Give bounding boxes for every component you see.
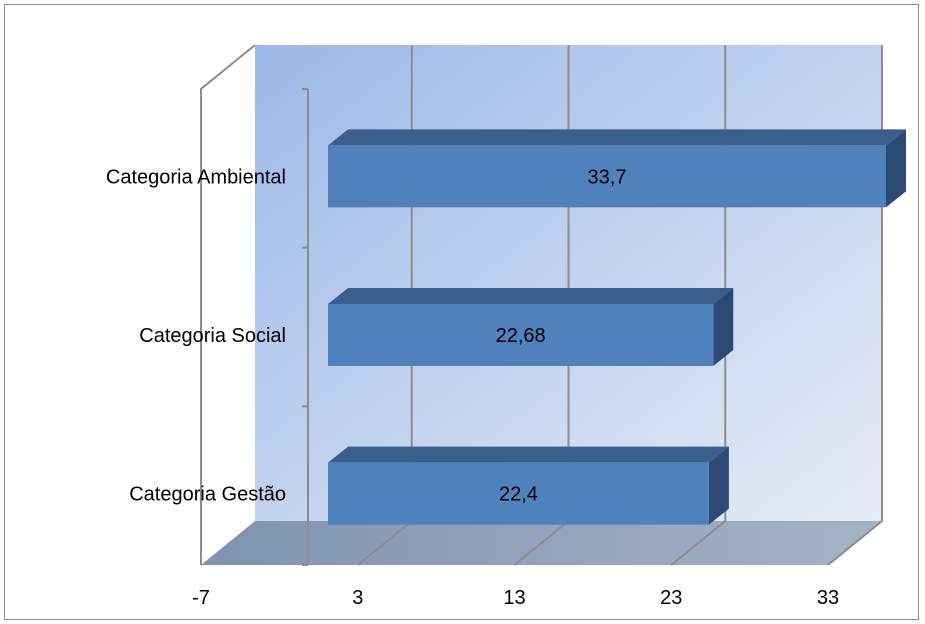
bar-side-face	[708, 446, 729, 525]
bar-front-face	[328, 145, 886, 208]
bar-data-label: 33,7	[588, 166, 627, 188]
x-tick-label: 23	[660, 587, 682, 609]
category-label: Categoria Social	[139, 325, 286, 347]
bar-side-face	[885, 129, 906, 208]
category-label: Categoria Gestão	[129, 484, 286, 506]
category-label: Categoria Ambiental	[106, 166, 286, 188]
bar-top-face	[328, 129, 906, 146]
x-tick-label: 13	[503, 587, 525, 609]
bar-top-face	[328, 446, 729, 463]
x-tick-label: 33	[817, 587, 839, 609]
bar-1: 22,4	[328, 446, 729, 525]
bar-3: 33,7	[328, 129, 906, 208]
bar-data-label: 22,68	[496, 325, 546, 347]
bar-top-face	[328, 288, 734, 304]
bar-2: 22,68	[328, 288, 734, 366]
side-wall-outline	[200, 44, 256, 565]
x-tick-label: -7	[192, 587, 210, 609]
bar-front-face	[328, 462, 709, 525]
x-tick-label: 3	[352, 587, 363, 609]
bar-front-face	[328, 304, 714, 366]
bar-side-face	[713, 288, 734, 366]
bar-data-label: 22,4	[499, 484, 538, 506]
